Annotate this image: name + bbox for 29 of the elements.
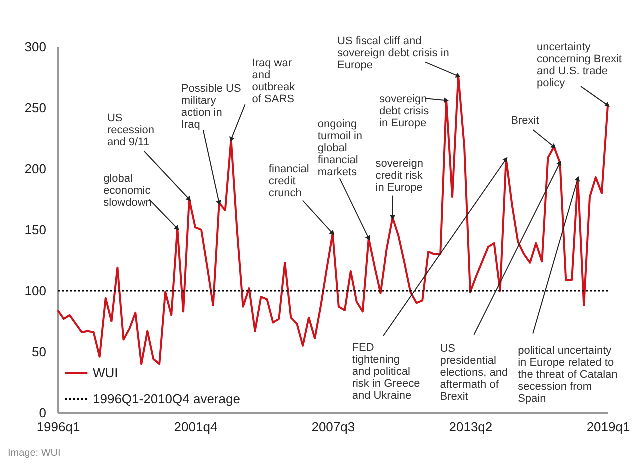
annotation: US fiscal cliff and sovereign debt crisis in Europe xyxy=(338,35,450,72)
annotation: FED tightening and political risk in Greece and Ukraine xyxy=(352,342,420,402)
annotation: uncertainty concerning Brexit and U.S. trade policy xyxy=(537,42,622,90)
annotation: Brexit xyxy=(511,115,540,128)
x-tick-label: 1996q1 xyxy=(36,420,80,434)
annotation: political uncertainty in Europe related to the threat of Catalan secession from Spain xyxy=(518,344,618,405)
x-tick-label: 2001q4 xyxy=(174,420,218,434)
y-tick-label: 0 xyxy=(39,406,46,420)
annotation: Possible US military action in Iraq xyxy=(181,83,242,132)
annotation: global economic slowdown xyxy=(104,172,152,209)
y-tick-label: 50 xyxy=(32,344,46,360)
y-tick-label: 150 xyxy=(24,222,46,238)
annotation: financial credit crunch xyxy=(268,164,310,200)
annotation: sovereign debt crisis in Europe xyxy=(380,94,430,130)
annotation: US presidential elections, and aftermath of Brexit xyxy=(440,342,508,403)
legend-label: WUI xyxy=(93,366,118,380)
annotation: sovereign credit risk in Europe xyxy=(376,158,424,194)
legend-label: 1996Q1-2010Q4 average xyxy=(93,392,240,406)
y-tick-label: 200 xyxy=(24,162,46,176)
x-tick-label: 2013q2 xyxy=(449,420,493,434)
text: Image: WUI xyxy=(8,448,61,459)
x-tick-label: 2007q3 xyxy=(312,420,356,434)
y-tick-label: 300 xyxy=(24,40,46,54)
x-tick-label: 2019q1 xyxy=(586,420,630,434)
annotation: US recession and 9/11 xyxy=(107,112,155,148)
y-tick-label: 250 xyxy=(24,100,46,116)
annotation: ongoing turmoil in global financial markets xyxy=(318,118,363,179)
y-tick-label: 100 xyxy=(24,284,46,298)
annotation: Iraq war and outbreak of SARS xyxy=(252,58,296,106)
